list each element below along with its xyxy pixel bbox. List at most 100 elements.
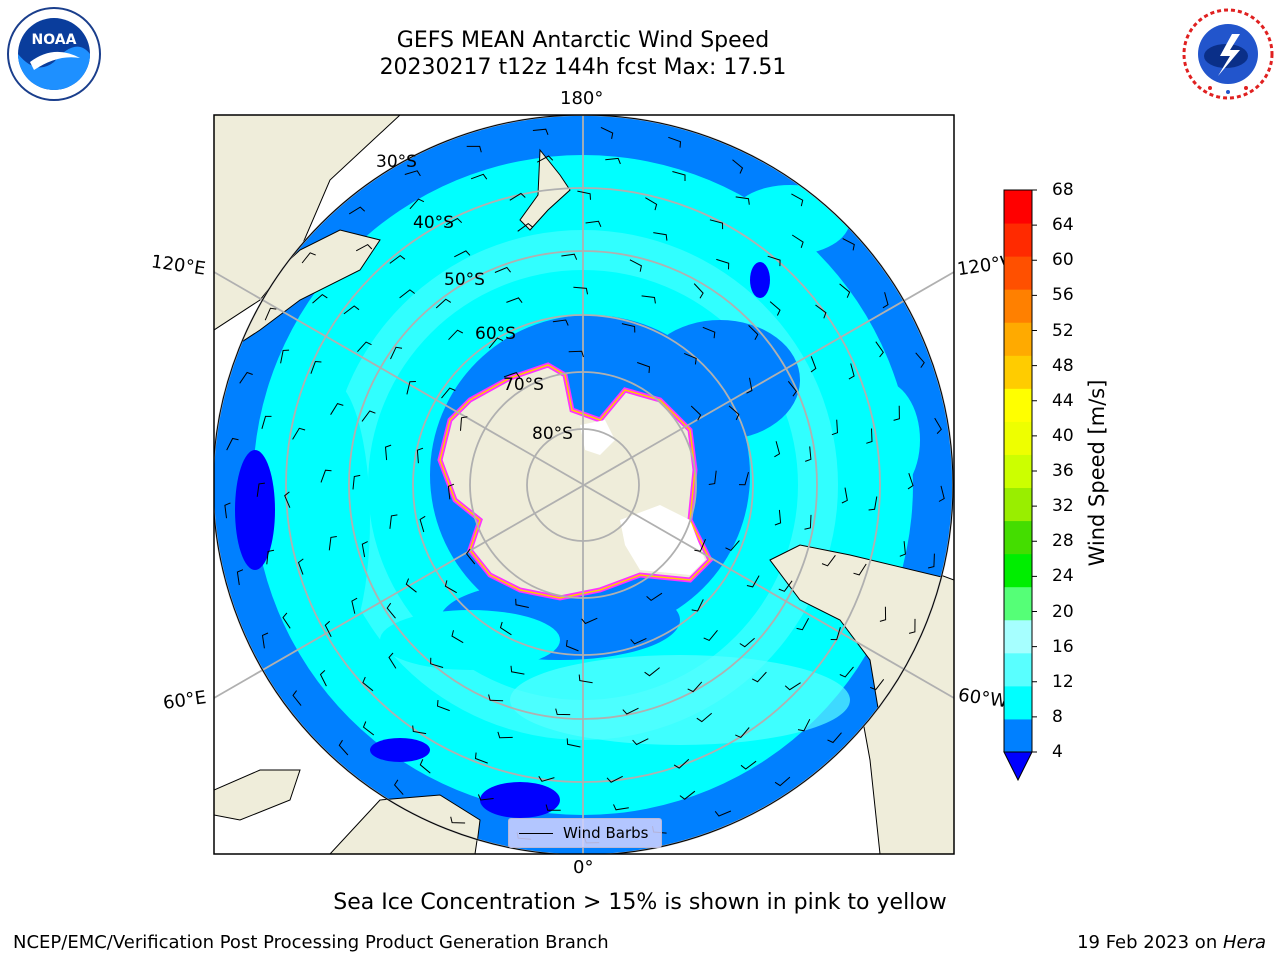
wind-barb bbox=[679, 790, 696, 800]
wind-barb bbox=[842, 238, 855, 251]
colorbar-segment bbox=[1004, 355, 1032, 389]
colorbar bbox=[1003, 189, 1037, 782]
wind-barb bbox=[388, 652, 397, 669]
wind-barb bbox=[696, 712, 713, 723]
wind-barb bbox=[444, 580, 457, 594]
colorbar-segment bbox=[1004, 619, 1032, 654]
wind-barb bbox=[621, 323, 636, 333]
colorbar-segment bbox=[1004, 586, 1032, 621]
wind-barb bbox=[470, 173, 488, 180]
wind-barb bbox=[545, 804, 561, 811]
colorbar-tick-label: 56 bbox=[1052, 285, 1074, 306]
wind-barb bbox=[577, 190, 591, 200]
wind-barb bbox=[261, 632, 269, 649]
wind-barb bbox=[774, 509, 782, 526]
wind-barb bbox=[735, 196, 750, 205]
wind-barb bbox=[352, 474, 361, 490]
wind-barb bbox=[517, 222, 534, 232]
wind-barb bbox=[416, 447, 424, 464]
wind-barb bbox=[261, 415, 272, 429]
wind-barb bbox=[320, 469, 332, 483]
wind-barb bbox=[343, 305, 360, 315]
wind-barb bbox=[536, 155, 554, 163]
wind-barb bbox=[565, 639, 579, 652]
wind-barb bbox=[821, 555, 836, 567]
colorbar-tick-label: 36 bbox=[1052, 461, 1074, 481]
lat-label-80s: 80°S bbox=[532, 424, 573, 444]
wind-barb bbox=[561, 253, 578, 260]
wind-barb bbox=[646, 592, 663, 602]
colorbar-tick-label: 4 bbox=[1052, 742, 1063, 762]
wind-barb bbox=[732, 159, 744, 174]
wind-barb bbox=[815, 304, 827, 319]
colorbar-tick-label: 60 bbox=[1052, 250, 1074, 271]
wind-barb bbox=[389, 254, 406, 264]
wind-barb bbox=[641, 295, 656, 304]
wind-barb bbox=[830, 627, 841, 641]
colorbar-segment bbox=[1004, 553, 1032, 588]
colorbar-tick-label: 40 bbox=[1052, 425, 1074, 446]
wind-barb bbox=[630, 637, 647, 645]
wind-barb bbox=[709, 219, 724, 230]
wind-barb bbox=[390, 346, 403, 360]
wind-barb bbox=[419, 515, 426, 533]
wind-barb bbox=[908, 618, 916, 634]
wind-barb bbox=[312, 293, 328, 304]
wind-barb bbox=[445, 217, 463, 226]
wind-barb bbox=[384, 444, 392, 461]
chart-title: GEFS MEAN Antarctic Wind Speed bbox=[396, 28, 770, 53]
wind-barb bbox=[389, 514, 398, 529]
wind-barb bbox=[728, 405, 740, 421]
legend-label: Wind Barbs bbox=[563, 824, 649, 842]
wind-barb bbox=[284, 491, 291, 508]
wind-barb bbox=[324, 620, 332, 638]
credit-line: NCEP/EMC/Verification Post Processing Pr… bbox=[13, 932, 609, 953]
wind-barb bbox=[450, 816, 466, 824]
chart-subtitle: 20230217 t12z 144h fcst Max: 17.51 bbox=[379, 55, 787, 80]
wind-barb bbox=[778, 580, 793, 592]
wind-barb bbox=[831, 419, 839, 436]
wind-barb bbox=[555, 708, 571, 716]
wind-barb bbox=[454, 250, 471, 258]
wind-barb bbox=[841, 487, 848, 504]
wind-barb bbox=[746, 377, 753, 394]
wind-barb bbox=[716, 258, 730, 270]
wind-barb bbox=[515, 598, 529, 608]
wind-barb bbox=[702, 326, 716, 339]
wind-barb bbox=[632, 738, 649, 746]
wind-barb bbox=[310, 360, 322, 374]
wind-barb bbox=[687, 681, 703, 693]
wind-barb bbox=[787, 380, 798, 397]
wind-barb bbox=[708, 470, 717, 485]
wind-barb bbox=[875, 341, 884, 358]
machine-name: Hera bbox=[1222, 932, 1266, 953]
wind-barb bbox=[280, 349, 290, 364]
lat-label-30s: 30°S bbox=[376, 152, 417, 172]
wind-barb bbox=[899, 541, 906, 557]
lon-label-180: 180° bbox=[560, 88, 604, 109]
wind-barb bbox=[566, 738, 581, 748]
wind-barb bbox=[466, 145, 482, 153]
wind-barb bbox=[735, 727, 750, 739]
wind-barb bbox=[412, 725, 427, 735]
wind-barb bbox=[740, 760, 757, 770]
wind-barb bbox=[573, 286, 588, 295]
wind-barb bbox=[297, 558, 304, 575]
lat-label-40s: 40°S bbox=[413, 213, 454, 233]
wind-barb bbox=[810, 356, 817, 373]
wind-barb-legend-line bbox=[519, 832, 553, 834]
wind-barb bbox=[839, 283, 851, 298]
wind-barb bbox=[292, 427, 306, 440]
map-legend: Wind Barbs bbox=[508, 818, 662, 848]
wind-barb bbox=[694, 539, 706, 552]
colorbar-extension bbox=[1003, 751, 1033, 782]
wind-barb bbox=[330, 403, 344, 415]
wind-barb bbox=[784, 682, 801, 691]
wind-barb bbox=[672, 171, 686, 181]
sea-ice-note: Sea Ice Concentration > 15% is shown in … bbox=[333, 890, 947, 915]
wind-barb bbox=[690, 405, 702, 421]
wind-barb bbox=[645, 197, 658, 211]
wind-barb bbox=[503, 372, 521, 378]
wind-barb bbox=[938, 485, 945, 502]
wind-barb bbox=[691, 599, 704, 612]
